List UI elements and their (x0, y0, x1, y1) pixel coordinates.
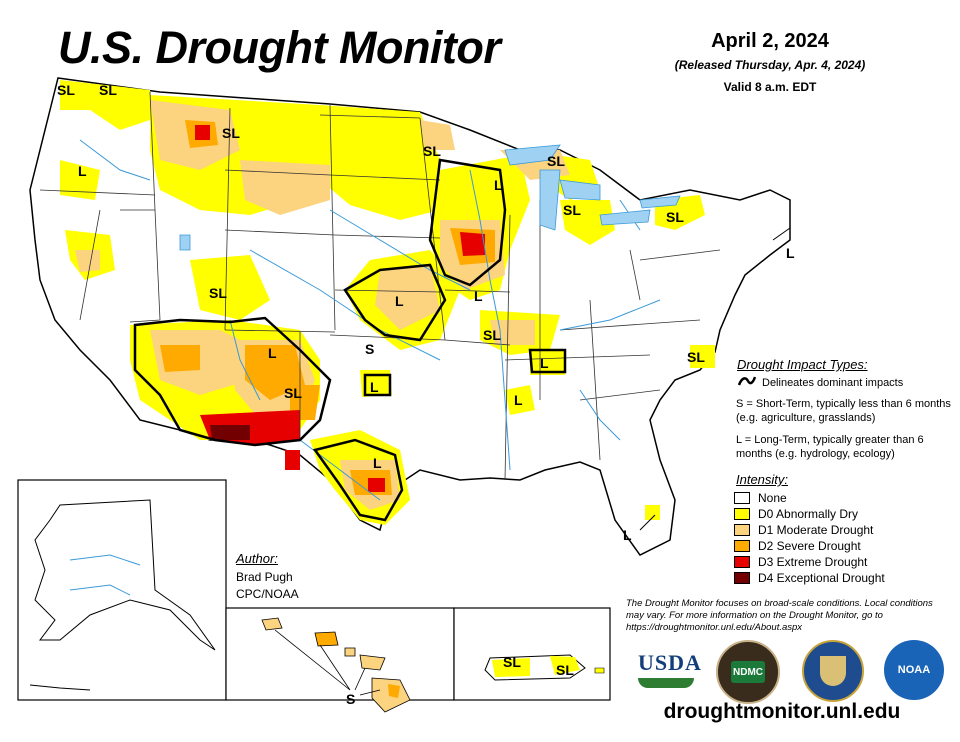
impact-label: L (540, 355, 549, 371)
legend-swatch (734, 524, 750, 536)
impact-label: L (373, 455, 382, 471)
intensity-legend: None D0 Abnormally Dry D1 Moderate Droug… (734, 490, 885, 586)
impact-label: L (474, 288, 483, 304)
impact-label: SL (99, 82, 117, 98)
usda-logo-text: USDA (638, 650, 702, 675)
legend-swatch (734, 556, 750, 568)
legend-row-d0: D0 Abnormally Dry (734, 506, 885, 522)
puerto-rico-inset (453, 607, 611, 701)
impact-label: SL (423, 143, 441, 159)
impact-label: L (395, 293, 404, 309)
impact-label: SL (222, 125, 240, 141)
impact-label: S (346, 691, 355, 707)
department-of-commerce-seal (802, 640, 864, 702)
delineates-label: Delineates dominant impacts (762, 377, 904, 389)
noaa-logo-text: NOAA (897, 664, 931, 676)
impact-label: SL (547, 153, 565, 169)
map-date: April 2, 2024 (711, 30, 829, 52)
d4-regions (210, 425, 250, 440)
legend-label: D0 Abnormally Dry (758, 507, 859, 521)
legend-label: D2 Severe Drought (758, 539, 861, 553)
author-heading: Author: (236, 551, 278, 566)
delineation-curve-icon (738, 376, 756, 386)
impact-label: SL (284, 385, 302, 401)
legend-row-d2: D2 Severe Drought (734, 538, 885, 554)
impact-label: L (514, 392, 523, 408)
website-url[interactable]: droughtmonitor.unl.edu (663, 700, 901, 723)
state-borders (39, 91, 721, 481)
impact-label: L (623, 527, 632, 543)
rivers (79, 139, 661, 501)
impact-label: L (78, 163, 87, 179)
author-org: CPC/NOAA (236, 587, 299, 601)
impact-delineation-lines (133, 158, 567, 522)
alaska-outline (34, 499, 216, 651)
legend-label: D3 Extreme Drought (758, 555, 868, 569)
legend-row-d3: D3 Extreme Drought (734, 554, 885, 570)
usda-logo-band (638, 678, 694, 688)
impact-label: L (370, 379, 379, 395)
legend-label: None (758, 491, 787, 505)
author-name: Brad Pugh (236, 570, 293, 584)
legend-label: D4 Exceptional Drought (758, 571, 885, 585)
legend-label: D1 Moderate Drought (758, 523, 874, 537)
impact-labels: SL SL SL SL SL SL SL SL SL SL SL L L L L… (57, 82, 795, 707)
impact-label: SL (666, 209, 684, 225)
impact-label: L (268, 345, 277, 361)
legend-row-d4: D4 Exceptional Drought (734, 570, 885, 586)
impact-label: L (494, 177, 503, 193)
impact-label: S (365, 341, 374, 357)
map-title: U.S. Drought Monitor (58, 22, 501, 73)
impact-label: SL (483, 327, 501, 343)
valid-time: Valid 8 a.m. EDT (723, 80, 817, 94)
eagle-shield-icon (820, 656, 846, 686)
long-term-definition: L = Long-Term, typically greater than 6 … (736, 434, 924, 460)
lakes (179, 144, 681, 251)
noaa-logo: NOAA (884, 640, 944, 700)
ndmc-logo: NDMC (716, 640, 780, 704)
intensity-heading: Intensity: (736, 472, 789, 487)
disclaimer-note: The Drought Monitor focuses on broad-sca… (626, 598, 933, 633)
hawaii-inset (225, 607, 455, 713)
legend-row-none: None (734, 490, 885, 506)
alaska-inset (17, 479, 227, 701)
legend-swatch (734, 540, 750, 552)
short-term-definition: S = Short-Term, typically less than 6 mo… (736, 398, 951, 424)
usda-logo: USDA (638, 650, 702, 690)
impact-label: SL (57, 82, 75, 98)
impact-label: SL (556, 662, 574, 678)
legend-swatch (734, 508, 750, 520)
pointer-line (639, 227, 791, 531)
impact-types-heading: Drought Impact Types: (737, 357, 868, 372)
impact-label: L (786, 245, 795, 261)
release-date: (Released Thursday, Apr. 4, 2024) (674, 58, 866, 72)
ndmc-logo-text: NDMC (731, 661, 765, 683)
impact-label: SL (503, 654, 521, 670)
legend-row-d1: D1 Moderate Drought (734, 522, 885, 538)
impact-label: SL (687, 349, 705, 365)
legend-swatch (734, 572, 750, 584)
impact-label: SL (563, 202, 581, 218)
legend-swatch (734, 492, 750, 504)
impact-label: SL (209, 285, 227, 301)
